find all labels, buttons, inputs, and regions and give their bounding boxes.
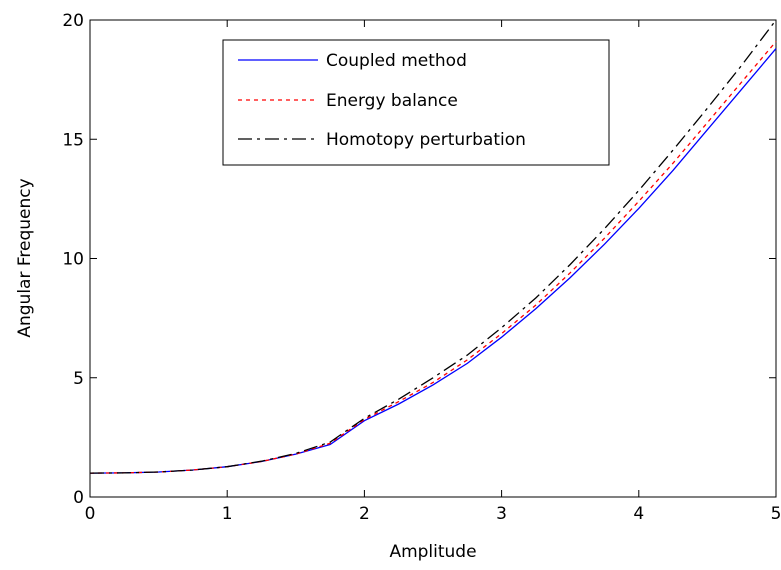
legend: Coupled method Energy balance Homotopy p… [222, 39, 610, 166]
x-tick-label: 5 [771, 504, 781, 524]
y-axis-label: Angular Frequency [15, 178, 35, 337]
series-line-homotopy-perturbation [89, 19, 777, 474]
y-tick-label: 10 [62, 250, 84, 270]
series-layer [89, 19, 777, 474]
x-tick-label: 2 [359, 504, 370, 524]
legend-box [222, 39, 610, 166]
y-tick-label: 20 [62, 11, 84, 31]
x-axis-label: Amplitude [389, 542, 476, 562]
x-tick-label: 4 [633, 504, 644, 524]
x-tick-label: 0 [85, 504, 96, 524]
x-tick-label: 1 [222, 504, 233, 524]
x-axis: 0 1 2 3 4 5 [85, 20, 781, 524]
legend-label-coupled-method: Coupled method [326, 51, 467, 71]
y-tick-label: 5 [73, 369, 84, 389]
legend-label-homotopy-perturbation: Homotopy perturbation [326, 130, 526, 150]
y-tick-label: 15 [62, 130, 84, 150]
y-tick-label: 0 [73, 488, 84, 508]
x-tick-label: 3 [496, 504, 507, 524]
y-axis: 0 5 10 15 20 [62, 11, 776, 508]
legend-label-energy-balance: Energy balance [326, 91, 458, 111]
